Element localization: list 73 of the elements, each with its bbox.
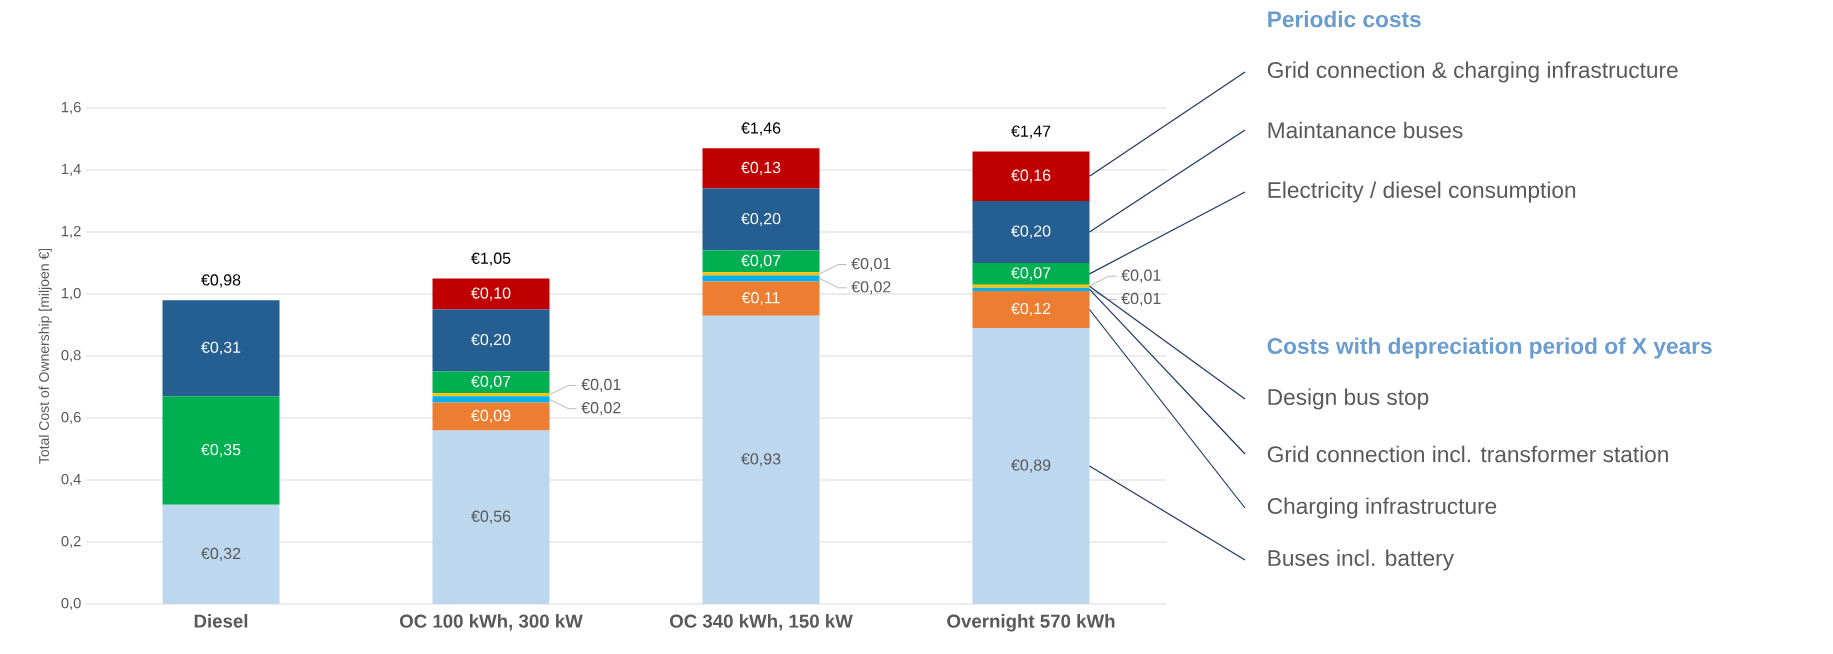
bar xyxy=(972,201,1090,263)
data-label: €0,89 xyxy=(1011,459,1051,473)
x-tick-label: Diesel xyxy=(194,614,248,628)
data-label: €0,56 xyxy=(471,510,511,524)
bar xyxy=(432,371,550,394)
data-label: €0,16 xyxy=(1011,169,1051,183)
data-label: €0,09 xyxy=(471,409,511,424)
bar xyxy=(702,272,820,276)
total-label: €1,47 xyxy=(1011,125,1051,139)
y-tick-label: 1,6 xyxy=(62,101,81,115)
bar xyxy=(702,188,820,251)
data-label: €0,02 xyxy=(581,402,621,416)
y-tick-label: 0,6 xyxy=(61,411,81,425)
bar xyxy=(972,328,1090,604)
x-tick-label: OC 340 kWh, 150 kW xyxy=(669,614,853,631)
data-label: €0,01 xyxy=(1121,292,1161,307)
data-label: €0,31 xyxy=(201,341,241,355)
total-label: €1,46 xyxy=(741,122,781,136)
text: Charging infrastructure xyxy=(1267,497,1497,519)
text: Grid connection incl. transformer station xyxy=(1267,445,1668,463)
text: Buses incl. battery xyxy=(1268,549,1454,571)
y-axis-title: Total Cost of Ownership [miljoen €] xyxy=(38,248,52,464)
bar xyxy=(432,393,550,397)
data-label: €0,11 xyxy=(741,292,780,306)
bar xyxy=(702,275,820,282)
text: Costs with depreciation period of X years xyxy=(1267,337,1712,359)
bar xyxy=(162,300,280,397)
bar xyxy=(432,309,550,372)
bar xyxy=(702,148,820,189)
bar xyxy=(432,430,550,604)
text: Grid connection & charging infrastructure xyxy=(1267,61,1678,83)
bar xyxy=(702,315,820,604)
x-tick-label: OC 100 kWh, 300 kW xyxy=(399,614,583,631)
text: Design bus stop xyxy=(1268,388,1429,410)
bar xyxy=(972,263,1090,285)
x-tick-label: Overnight 570 kWh xyxy=(947,614,1115,632)
data-label: €0,20 xyxy=(741,212,781,227)
bar xyxy=(432,396,550,403)
data-label: €0,10 xyxy=(471,287,511,301)
bar xyxy=(432,278,550,310)
data-label: €0,07 xyxy=(471,375,511,389)
bar xyxy=(162,396,280,505)
text: Periodic costs xyxy=(1268,10,1421,28)
data-label: €0,02 xyxy=(851,281,891,295)
data-label: €0,13 xyxy=(741,161,781,176)
y-tick-label: 0,0 xyxy=(61,597,81,611)
bar xyxy=(972,151,1090,201)
data-label: €0,20 xyxy=(1011,225,1051,239)
total-label: €0,98 xyxy=(201,274,241,288)
bar xyxy=(702,281,820,316)
total-label: €1,05 xyxy=(471,252,511,266)
bar xyxy=(972,290,1090,329)
data-label: €0,32 xyxy=(201,547,241,562)
text: Electricity / diesel consumption xyxy=(1268,181,1576,203)
data-label: €0,01 xyxy=(1121,269,1161,283)
data-label: €0,35 xyxy=(201,443,241,458)
data-label: €0,93 xyxy=(741,453,781,467)
bar xyxy=(162,504,280,604)
text: Maintanance buses xyxy=(1268,121,1463,139)
data-label: €0,20 xyxy=(471,333,511,348)
data-label: €0,01 xyxy=(581,378,621,393)
bar xyxy=(702,250,820,273)
y-tick-label: 0,8 xyxy=(61,349,81,363)
data-label: €0,12 xyxy=(1011,302,1051,317)
y-tick-label: 1,0 xyxy=(62,287,81,301)
y-tick-label: 0,4 xyxy=(61,473,81,487)
data-label: €0,07 xyxy=(741,254,781,269)
y-tick-label: 1,4 xyxy=(62,164,81,176)
data-label: €0,07 xyxy=(1011,267,1051,281)
y-tick-label: 0,2 xyxy=(61,535,81,549)
data-label: €0,01 xyxy=(851,257,891,272)
y-tick-label: 1,2 xyxy=(62,225,81,239)
bar xyxy=(432,402,550,431)
